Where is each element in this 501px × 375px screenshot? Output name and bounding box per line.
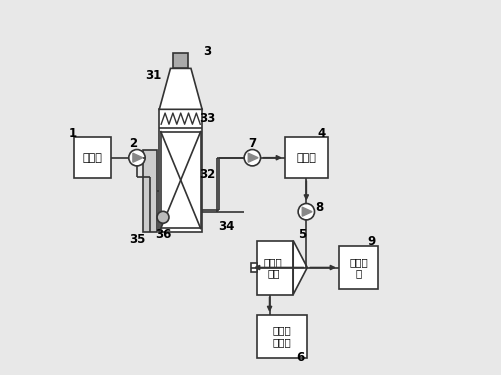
Bar	[173, 54, 188, 68]
Bar	[143, 150, 157, 232]
Text: 34: 34	[218, 220, 234, 233]
Text: 8: 8	[315, 201, 324, 214]
Text: 廢水池: 廢水池	[82, 153, 102, 163]
Text: 1: 1	[69, 127, 77, 140]
Text: 厭氧反
應器: 厭氧反 應器	[264, 257, 283, 278]
Text: 9: 9	[367, 235, 376, 248]
Bar	[257, 240, 293, 294]
Polygon shape	[133, 153, 143, 162]
Polygon shape	[293, 240, 307, 294]
Bar	[257, 315, 307, 358]
Text: 2: 2	[129, 137, 137, 150]
Bar	[74, 137, 111, 178]
Text: 回收水
池: 回收水 池	[349, 257, 368, 278]
Text: 除氧器: 除氧器	[297, 153, 316, 163]
Bar	[339, 246, 378, 289]
Text: 33: 33	[199, 112, 216, 125]
Circle shape	[298, 204, 315, 220]
Bar	[251, 263, 257, 272]
Text: 32: 32	[199, 168, 216, 181]
Text: 4: 4	[317, 127, 325, 140]
Text: 7: 7	[248, 137, 257, 150]
Text: 35: 35	[129, 233, 145, 246]
Polygon shape	[302, 207, 312, 216]
Text: 3: 3	[203, 45, 212, 58]
Circle shape	[244, 150, 261, 166]
Polygon shape	[248, 153, 258, 162]
Text: 36: 36	[155, 228, 171, 240]
Text: 沼氣回
收裝置: 沼氣回 收裝置	[273, 326, 292, 347]
Polygon shape	[159, 68, 202, 110]
Bar	[159, 110, 202, 232]
Circle shape	[129, 150, 145, 166]
Text: 5: 5	[299, 228, 307, 240]
Bar	[161, 132, 200, 228]
Text: 31: 31	[146, 69, 162, 82]
Circle shape	[157, 211, 169, 223]
Bar	[285, 137, 328, 178]
Text: 6: 6	[297, 351, 305, 364]
